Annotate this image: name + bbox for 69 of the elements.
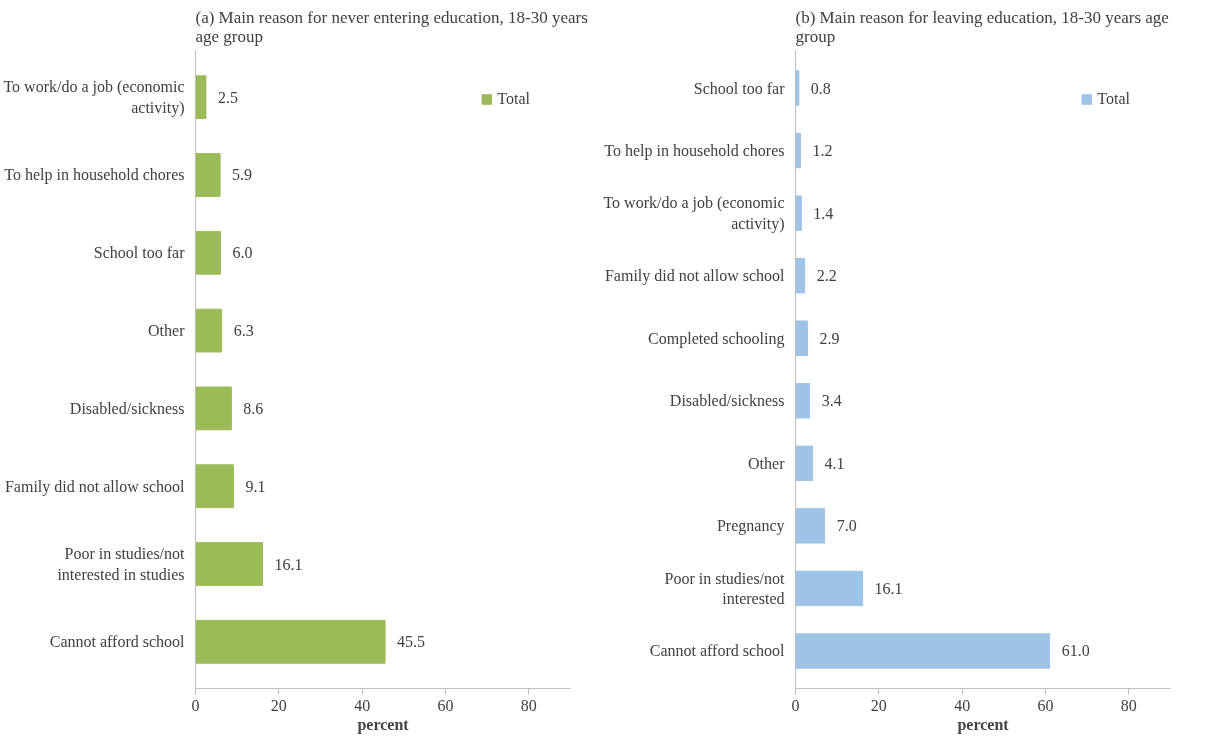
bar [195, 75, 207, 120]
y-tick-label: Disabled/sickness [69, 399, 185, 417]
y-tick-label: To help in household chores [4, 166, 185, 185]
bar [795, 195, 802, 231]
data-label: 1.4 [813, 204, 834, 222]
x-axis-title: percent [957, 715, 1010, 734]
data-label: 61.0 [1061, 642, 1090, 660]
y-tick-label: School too far [93, 244, 186, 262]
legend-label: Total [1097, 90, 1130, 108]
y-tick-label: Family did not allow school [604, 267, 786, 286]
chart-title: (b) Main reason for leaving education, 18-30 years age group [795, 7, 1169, 46]
data-label: 2.2 [816, 267, 837, 285]
bar [195, 230, 221, 275]
x-tick-label: 60 [437, 696, 454, 714]
data-label: 2.5 [217, 88, 238, 106]
data-label: 7.0 [836, 517, 857, 535]
y-tick-label: Family did not allow school [4, 477, 186, 496]
data-label: 9.1 [245, 477, 266, 495]
bar [195, 153, 221, 197]
x-tick-label: 0 [791, 696, 800, 714]
data-label: 16.1 [874, 579, 903, 597]
data-label: 45.5 [397, 633, 426, 651]
x-axis-title: percent [357, 715, 410, 734]
data-label: 6.0 [232, 244, 253, 262]
y-tick-label: School too far [693, 79, 786, 97]
bar [795, 257, 806, 294]
bar [195, 542, 264, 586]
y-tick-label: Disabled/sickness [669, 392, 785, 410]
data-label: 2.9 [819, 329, 840, 347]
bar [195, 619, 386, 664]
bar [795, 132, 801, 169]
y-tick-label: Poor in studies/not interested [664, 569, 786, 608]
y-tick-label: To work/do a job (economic activity) [3, 78, 185, 117]
y-tick-label: To work/do a job (economic activity) [603, 194, 785, 233]
bar [795, 508, 826, 544]
data-label: 5.9 [232, 166, 253, 184]
x-tick-label: 60 [1037, 696, 1054, 714]
data-label: 0.8 [810, 79, 831, 97]
y-tick-label: Other [748, 454, 786, 472]
x-tick-label: 20 [270, 696, 287, 714]
y-tick-label: Pregnancy [716, 517, 785, 536]
y-tick-label: Cannot afford school [49, 633, 186, 651]
data-label: 6.3 [233, 322, 254, 340]
x-tick-label: 80 [520, 696, 537, 714]
bar [795, 445, 814, 482]
x-tick-label: 0 [191, 696, 200, 714]
bar [795, 320, 809, 356]
x-tick-label: 20 [870, 696, 887, 714]
x-tick-label: 40 [354, 696, 371, 714]
y-tick-label: To help in household chores [604, 142, 785, 161]
x-tick-label: 80 [1120, 696, 1137, 714]
data-label: 8.6 [243, 399, 264, 417]
chart-title: (a) Main reason for never entering education, 18-30 years age group [195, 7, 588, 46]
bar [195, 386, 232, 431]
x-tick-label: 40 [954, 696, 971, 714]
legend-label: Total [497, 90, 530, 108]
y-tick-label: Cannot afford school [649, 642, 786, 660]
y-tick-label: Poor in studies/not interested in studies [57, 545, 186, 583]
bar [195, 308, 223, 353]
bar [795, 633, 1051, 669]
bar [795, 570, 864, 607]
y-tick-label: Other [148, 322, 186, 340]
data-label: 16.1 [274, 555, 303, 573]
data-label: 1.2 [812, 142, 833, 160]
bar [795, 383, 811, 419]
y-tick-label: Completed schooling [648, 329, 785, 348]
bar [195, 464, 234, 509]
data-label: 4.1 [824, 454, 845, 472]
data-label: 3.4 [821, 392, 842, 410]
